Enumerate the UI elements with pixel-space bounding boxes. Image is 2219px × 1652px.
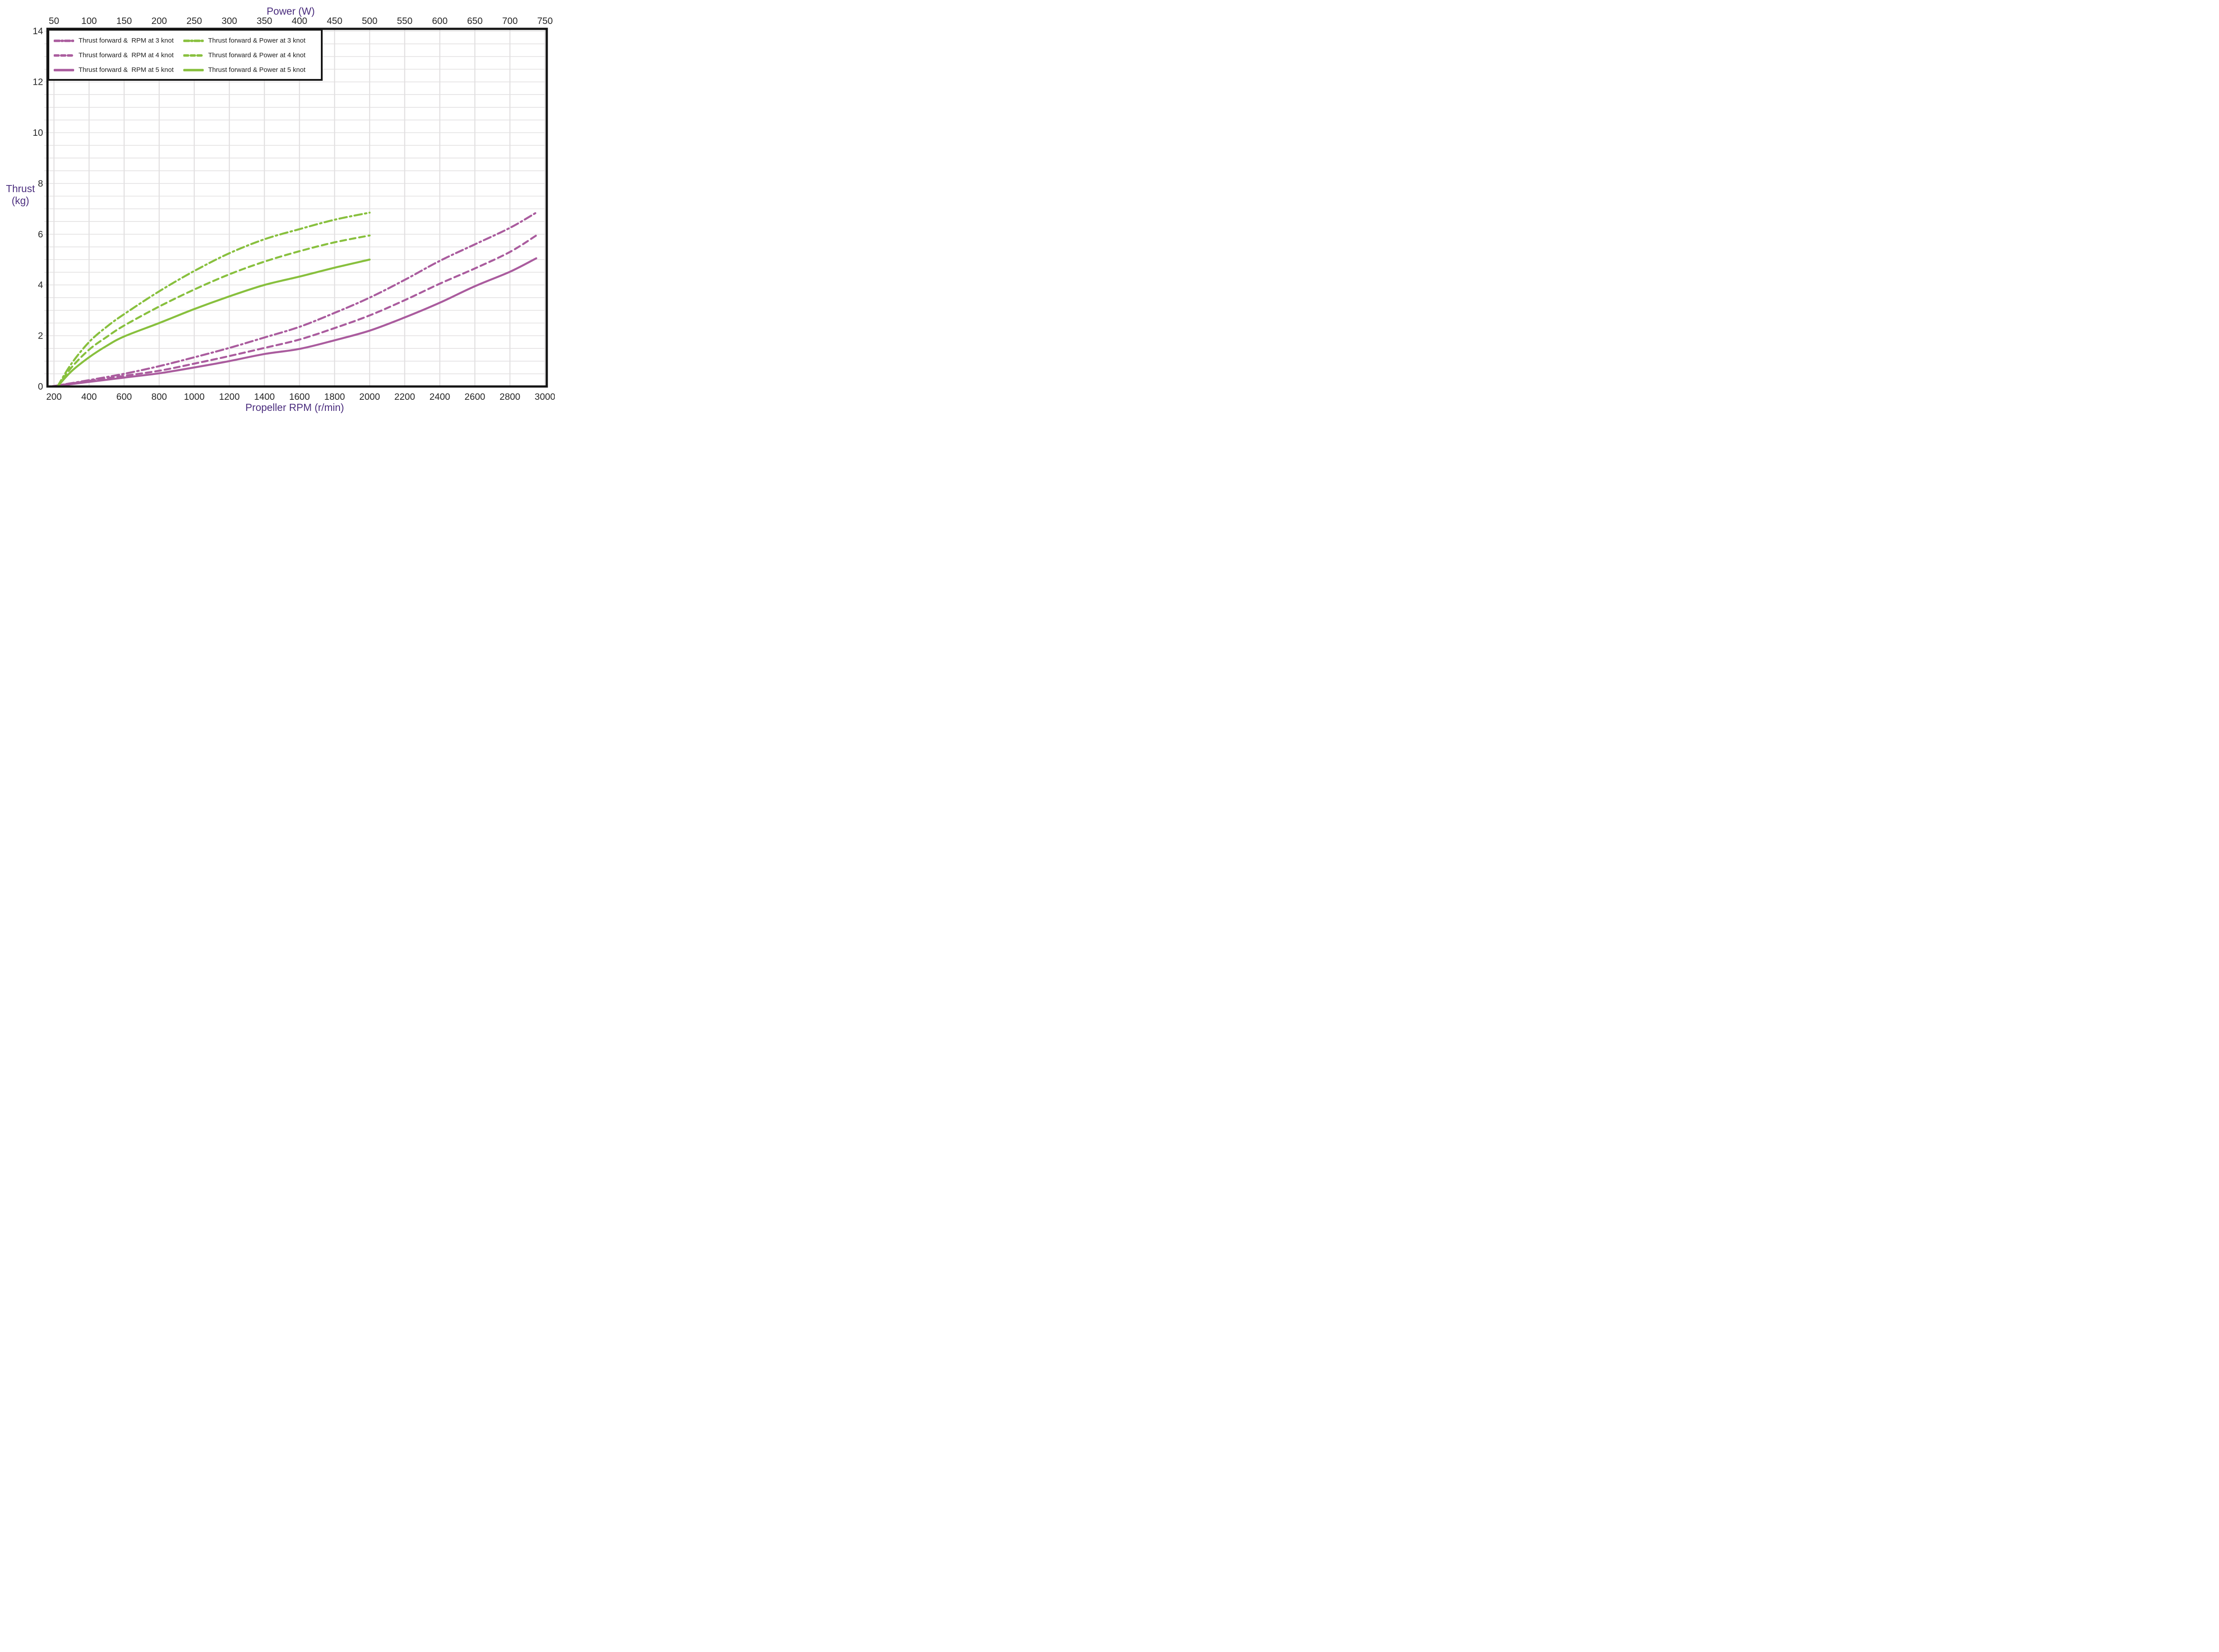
legend-item-thrust-rpm-4knot: Thrust forward & RPM at 4 knot <box>54 51 183 59</box>
tick-labels: 200 400 600 800 1000 1200 1400 1600 1800 2000 2200… <box>33 16 555 402</box>
series-path-thrust-power-3knot <box>56 211 371 388</box>
legend-item-thrust-power-5knot: Thrust forward & Power at 5 knot <box>183 66 321 74</box>
bottom-tick-label: 1400 <box>254 392 275 402</box>
series <box>50 211 537 388</box>
left-tick-label: 0 <box>38 382 43 392</box>
plot-svg: 200 400 600 800 1000 1200 1400 1600 1800 2000 2200… <box>33 16 555 402</box>
legend-item-thrust-power-4knot: Thrust forward & Power at 4 knot <box>183 51 321 59</box>
bottom-tick-label: 2200 <box>395 392 415 402</box>
left-tick-label: 8 <box>38 178 43 189</box>
legend-item-thrust-power-3knot: Thrust forward & Power at 3 knot <box>183 37 321 44</box>
series-path-thrust-power-5knot <box>56 258 371 388</box>
left-tick-label: 10 <box>33 128 43 138</box>
chart: 200 400 600 800 1000 1200 1400 1600 1800 2000 2200… <box>0 0 555 413</box>
bottom-tick-label: 1000 <box>184 392 205 402</box>
legend-swatch-dashdot-icon <box>183 39 204 42</box>
series-path-thrust-rpm-3knot <box>50 211 537 388</box>
bottom-tick-label: 400 <box>81 392 97 402</box>
legend-swatch-dashed-icon <box>183 54 204 57</box>
legend-label: Thrust forward & Power at 4 knot <box>208 51 306 59</box>
top-tick-label: 200 <box>151 16 167 26</box>
bottom-tick-label: 2600 <box>465 392 486 402</box>
top-tick-label: 650 <box>467 16 482 26</box>
left-tick-label: 6 <box>38 229 43 240</box>
top-tick-label: 50 <box>49 16 59 26</box>
legend-swatch-solid-icon <box>183 68 204 71</box>
top-tick-label: 450 <box>327 16 342 26</box>
legend-label: Thrust forward & RPM at 4 knot <box>79 51 174 59</box>
left-axis-title-line1: Thrust <box>6 183 35 194</box>
legend: Thrust forward & RPM at 3 knot Thrust for… <box>47 29 323 81</box>
bottom-tick-label: 200 <box>46 392 62 402</box>
bottom-tick-label: 2800 <box>500 392 521 402</box>
legend-swatch-solid-icon <box>54 68 74 71</box>
bottom-tick-label: 2000 <box>359 392 380 402</box>
plot-border <box>46 28 548 388</box>
top-tick-label: 250 <box>186 16 202 26</box>
legend-label: Thrust forward & RPM at 3 knot <box>79 37 174 44</box>
bottom-tick-label: 1600 <box>289 392 310 402</box>
bottom-tick-label: 800 <box>151 392 167 402</box>
legend-item-thrust-rpm-3knot: Thrust forward & RPM at 3 knot <box>54 37 183 44</box>
left-tick-label: 2 <box>38 331 43 341</box>
bottom-tick-label: 2400 <box>430 392 450 402</box>
left-axis-title: Thrust (kg) <box>3 183 38 207</box>
bottom-tick-label: 1800 <box>324 392 345 402</box>
bottom-tick-label: 1200 <box>219 392 240 402</box>
left-tick-label: 4 <box>38 280 43 290</box>
left-axis-title-line2: (kg) <box>12 195 29 206</box>
legend-swatch-dashdot-icon <box>54 39 74 42</box>
top-axis-title: Power (W) <box>266 5 315 17</box>
top-tick-label: 500 <box>362 16 377 26</box>
legend-swatch-dashed-icon <box>54 54 74 57</box>
left-tick-label: 14 <box>33 26 43 36</box>
gridlines <box>44 29 547 386</box>
top-tick-label: 100 <box>81 16 97 26</box>
left-tick-label: 12 <box>33 77 43 87</box>
bottom-tick-label: 600 <box>116 392 132 402</box>
top-tick-label: 400 <box>292 16 307 26</box>
top-tick-label: 550 <box>397 16 412 26</box>
top-tick-label: 150 <box>116 16 132 26</box>
top-tick-label: 750 <box>537 16 553 26</box>
bottom-axis-title: Propeller RPM (r/min) <box>245 402 344 413</box>
series-path-thrust-rpm-5knot <box>50 257 537 388</box>
top-tick-label: 300 <box>221 16 237 26</box>
top-tick-label: 600 <box>432 16 447 26</box>
legend-item-thrust-rpm-5knot: Thrust forward & RPM at 5 knot <box>54 66 183 74</box>
top-tick-label: 700 <box>502 16 517 26</box>
legend-label: Thrust forward & Power at 3 knot <box>208 37 306 44</box>
series-path-thrust-rpm-4knot <box>50 234 537 388</box>
legend-label: Thrust forward & RPM at 5 knot <box>79 66 174 74</box>
bottom-tick-label: 3000 <box>535 392 555 402</box>
series-path-thrust-power-4knot <box>56 234 371 388</box>
top-tick-label: 350 <box>257 16 272 26</box>
legend-label: Thrust forward & Power at 5 knot <box>208 66 306 74</box>
